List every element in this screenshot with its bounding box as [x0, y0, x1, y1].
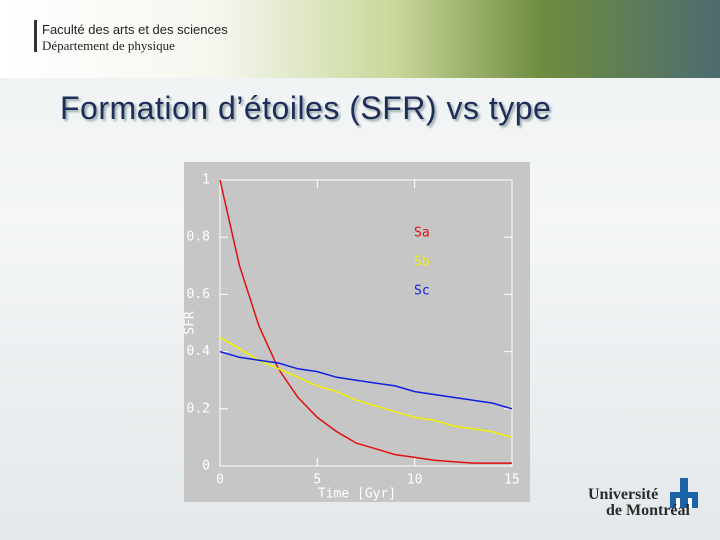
x-tick-label: 10: [407, 473, 423, 488]
logo-text: de Montréal: [606, 502, 690, 519]
series-line: [219, 336, 513, 439]
y-tick-label: 0.8: [187, 230, 210, 245]
y-axis-label: SFR: [184, 311, 198, 335]
logo-text: Université: [588, 486, 659, 503]
y-tick-label: 0: [202, 459, 210, 474]
faculty: Faculté des arts et des sciences: [42, 22, 228, 37]
header-band: [0, 0, 720, 78]
slide-title: Formation d’étoiles (SFR) vs type: [60, 90, 552, 126]
y-tick-label: 0.4: [187, 344, 211, 359]
x-axis-label: Time [Gyr]: [318, 487, 396, 502]
chart-background: [184, 162, 530, 502]
y-tick-label: 0.2: [187, 401, 210, 416]
legend-label: Sc: [414, 284, 430, 299]
x-tick-label: 5: [313, 473, 321, 488]
y-tick-label: 1: [202, 173, 210, 188]
plot-frame: [219, 179, 513, 467]
header-bar: [34, 20, 37, 52]
series-line: [219, 350, 513, 410]
chart: Time [Gyr] SFR 00.20.40.60.810 5 10 15SaSbS…: [184, 162, 530, 502]
logo-icon: [670, 478, 698, 508]
x-tick-label: 0: [216, 473, 224, 488]
legend-label: Sa: [414, 226, 430, 241]
y-tick-label: 0.6: [187, 287, 210, 302]
x-tick-label: 15: [504, 473, 520, 488]
department: Département de physique: [42, 38, 175, 53]
series-line: [219, 179, 512, 464]
legend-label: Sb: [414, 255, 430, 270]
